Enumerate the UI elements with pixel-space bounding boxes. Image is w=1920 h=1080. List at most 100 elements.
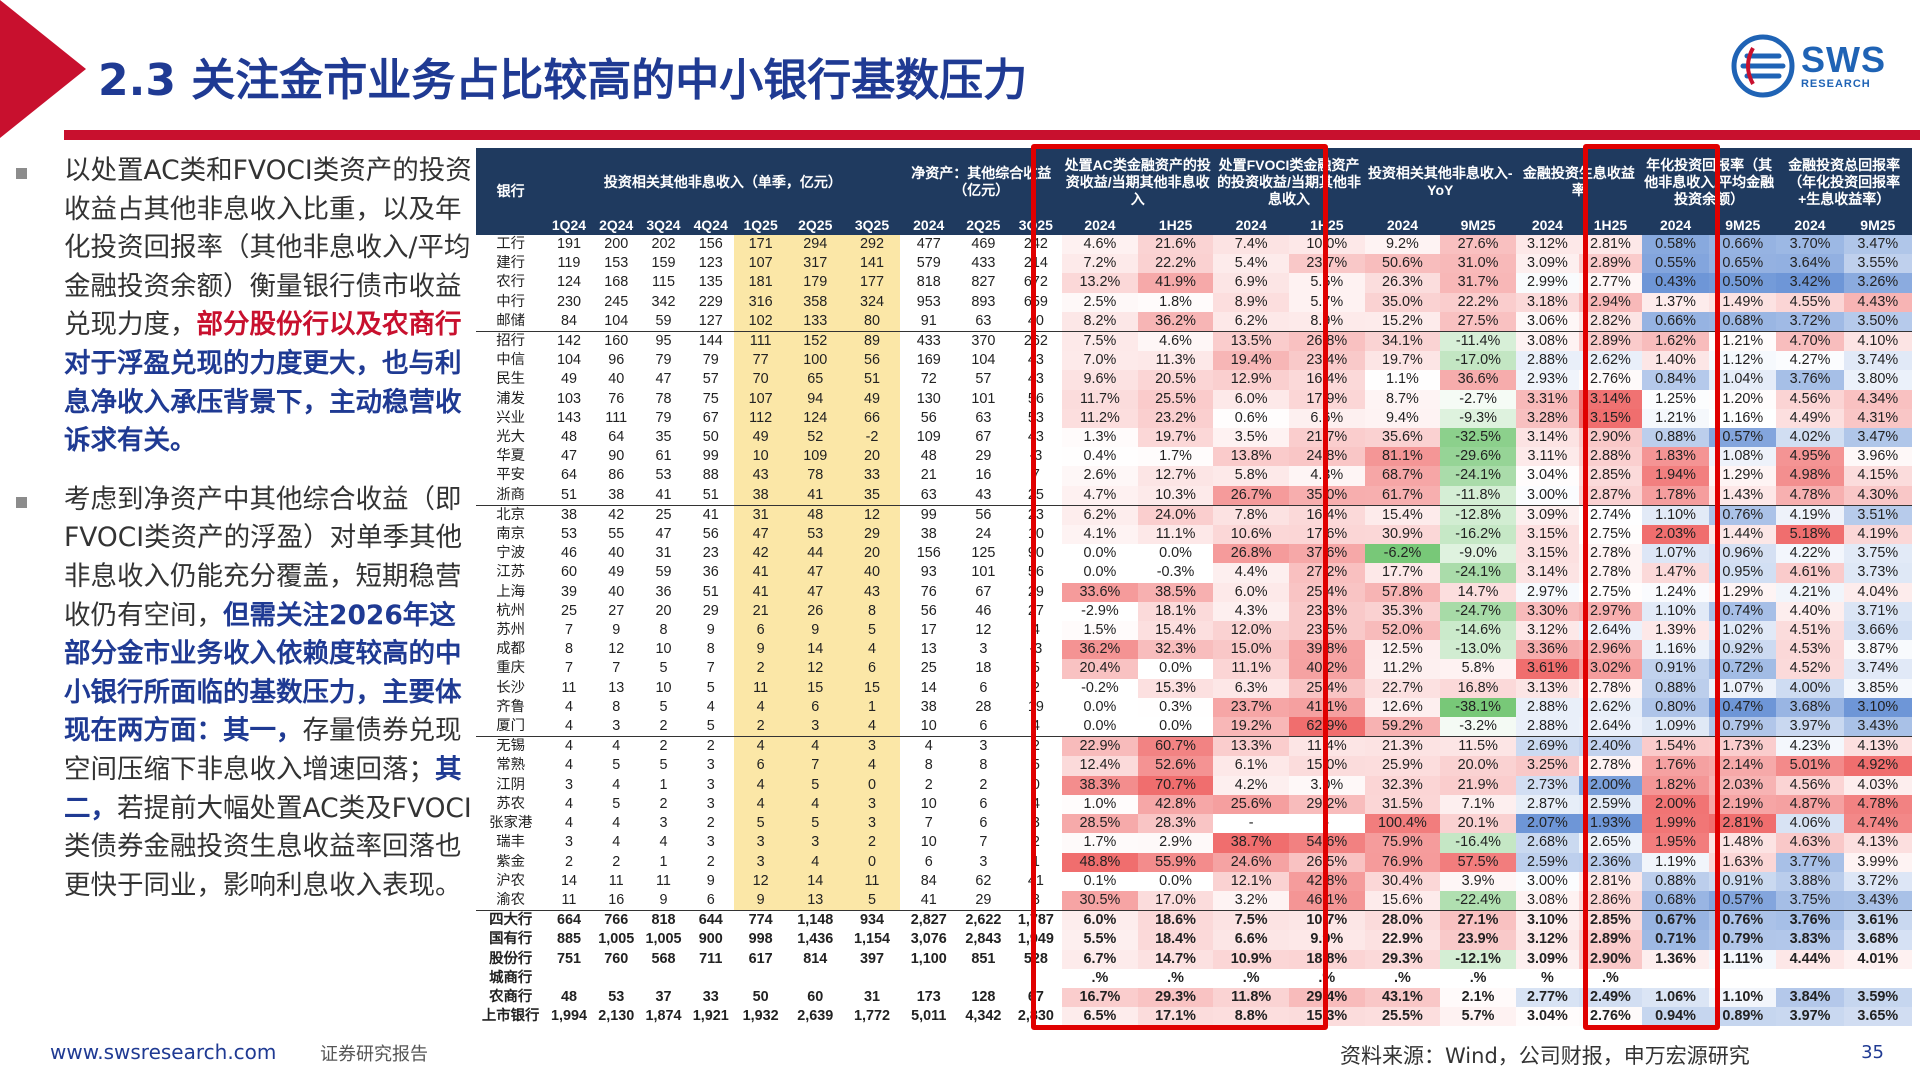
table-cell: 5 — [659, 757, 668, 774]
table-cell: 3.51% — [1843, 505, 1912, 526]
table-cell: 7 — [1031, 467, 1040, 484]
table-cell: 0.58% — [1641, 235, 1710, 255]
bank-name-cell: 成都 — [496, 641, 526, 658]
bank-name-cell: 渝农 — [476, 890, 546, 912]
table-cell: 36.6% — [1440, 370, 1516, 390]
table-cell: 41 — [734, 563, 787, 583]
header-group-1: 投资相关其他非息收入（单季，亿元） — [545, 148, 901, 216]
table-cell: 41 — [900, 890, 958, 912]
bullet-2-part-3: 存量债券兑现空间压缩下非息收入增速回落； — [64, 715, 462, 785]
table-cell: 818 — [916, 274, 941, 291]
table-cell: 1.06% — [1641, 987, 1710, 1008]
table-cell: 1.49% — [1709, 292, 1777, 312]
table-cell: 56 — [920, 602, 937, 619]
table-row: 瑞丰 3 4 4 3 3 3 2 10 7 2 1.7% 2.9% 38.7% 54.6% 75.9% -16.… — [476, 833, 1912, 853]
square-bullet-icon — [16, 168, 27, 179]
table-cell: 1,932 — [742, 1008, 779, 1025]
table-cell: 214 — [1023, 255, 1048, 272]
table-cell: 1.73% — [1709, 736, 1777, 757]
table-cell: 29 — [975, 448, 992, 465]
header-group-7: 年化投资回报率（其他非息收入/平均金融投资余额） — [1641, 148, 1777, 216]
table-cell: 4 — [843, 756, 901, 776]
table-cell: 1,994 — [550, 1008, 587, 1025]
table-cell: 42.8% — [1289, 871, 1365, 891]
table-cell: 38.3% — [1062, 775, 1138, 795]
table-cell: 35.3% — [1364, 601, 1441, 622]
table-cell: 38.7% — [1213, 833, 1289, 853]
table-cell: 3.68% — [1843, 930, 1912, 950]
table-cell: 15.6% — [1364, 890, 1441, 912]
table-cell: 2.69% — [1515, 736, 1579, 757]
table-cell: 0.3% — [1137, 697, 1214, 718]
table-cell: 4.7% — [1062, 485, 1138, 506]
table-cell: 68.7% — [1364, 466, 1441, 486]
table-cell: 16.7% — [1062, 987, 1138, 1008]
table-cell: 2 — [734, 717, 787, 738]
table-cell: 18.6% — [1137, 910, 1214, 931]
table-cell: 2.64% — [1578, 717, 1642, 738]
table-cell: 22.9% — [1062, 736, 1138, 757]
table-cell: 3 — [564, 776, 573, 793]
table-cell: 766 — [604, 912, 629, 929]
table-cell: 4.51% — [1776, 621, 1844, 641]
table-cell: 50 — [702, 429, 719, 446]
table-cell: 3.14% — [1515, 428, 1579, 448]
table-cell: 774 — [748, 912, 773, 929]
table-cell: 2.62% — [1578, 697, 1642, 718]
table-row: 上市银行 1,994 2,130 1,874 1,921 1,932 2,639 1,772 5… — [476, 1007, 1912, 1027]
table-cell: 7 — [924, 815, 933, 832]
table-cell: 885 — [556, 931, 581, 948]
table-cell: 53 — [1027, 409, 1044, 426]
table-cell: 22.2% — [1137, 254, 1214, 274]
table-row: 宁波 46 40 31 23 42 44 20 156 125 90 0.0% 0.0% 26.8% 37.… — [476, 544, 1912, 564]
table-cell: 2.88% — [1578, 447, 1642, 467]
table-cell — [640, 969, 687, 988]
table-cell: 12.1% — [1213, 871, 1289, 891]
table-cell: 5,011 — [911, 1008, 947, 1025]
table-cell: 1.1% — [1364, 370, 1441, 390]
table-cell: 50 — [752, 988, 769, 1005]
table-cell — [1709, 969, 1776, 988]
table-cell: 28.5% — [1062, 814, 1138, 834]
page-title: 2.3 关注金市业务占比较高的中小银行基数压力 — [98, 55, 1028, 106]
table-cell: 78 — [655, 390, 672, 407]
table-cell: 3.42% — [1776, 273, 1844, 293]
table-cell: 9 — [786, 621, 844, 641]
table-cell: 2.65% — [1578, 833, 1642, 853]
table-cell: 1,005 — [598, 931, 635, 948]
table-cell: 63 — [900, 485, 958, 506]
table-cell: 94 — [786, 389, 844, 409]
table-cell: 2.78% — [1578, 678, 1642, 698]
table-cell: 4 — [786, 794, 844, 815]
table-row: 招行 142 160 95 144 111 152 89 433 370 262 7.5% 4.6% 13… — [476, 331, 1912, 352]
table-cell: -2.9% — [1062, 601, 1138, 622]
table-cell: 4 — [1031, 795, 1040, 812]
table-cell: -12.8% — [1440, 505, 1516, 526]
subheader-13: 1H25 — [1289, 216, 1365, 235]
bank-name-cell: 招行 — [496, 333, 526, 350]
bank-name-cell: 民生 — [496, 371, 526, 388]
table-cell: 0.65% — [1709, 254, 1777, 274]
footer-website-link[interactable]: www.swsresearch.com — [50, 1040, 277, 1064]
table-cell: 21.3% — [1364, 736, 1441, 757]
table-cell: 169 — [916, 352, 941, 369]
table-cell: 1.16% — [1709, 408, 1777, 429]
table-cell: 52.6% — [1137, 756, 1214, 776]
footer-source: 资料来源：Wind，公司财报，申万宏源研究 — [1340, 1044, 1750, 1068]
table-cell: 0.57% — [1709, 890, 1777, 912]
bank-name-cell: 长沙 — [496, 679, 526, 696]
table-cell: 3 — [979, 853, 988, 870]
table-cell: 89 — [843, 331, 901, 352]
table-cell: 16.8% — [1440, 678, 1516, 698]
table-cell: 6 — [924, 853, 933, 870]
table-cell: 6 — [734, 756, 787, 776]
table-cell: 3.15% — [1515, 544, 1579, 564]
table-cell: 9.4% — [1364, 408, 1441, 429]
table-cell: 101 — [971, 390, 996, 407]
table-cell: 35 — [655, 429, 672, 446]
table-cell: 6.1% — [1213, 756, 1289, 776]
table-cell: 43 — [734, 466, 787, 486]
table-cell: 24 — [975, 526, 992, 543]
table-cell: 8 — [612, 698, 621, 715]
table-cell: 55.9% — [1137, 852, 1214, 872]
